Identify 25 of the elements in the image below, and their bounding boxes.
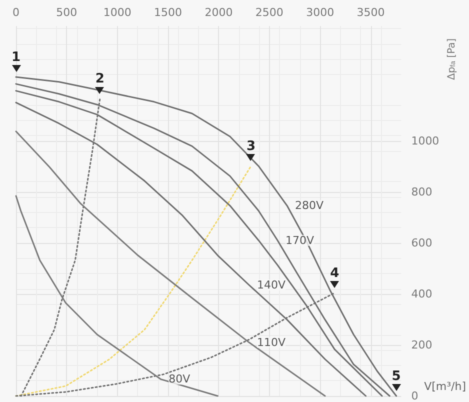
annotation: 4	[330, 266, 340, 281]
x-axis-title: V[m³/h]	[424, 380, 466, 393]
x-tick-label: 2500	[255, 6, 284, 19]
y-tick-label: 800	[411, 185, 432, 198]
x-tick-label: 1500	[154, 6, 182, 19]
y-tick-label: 0	[411, 390, 418, 402]
x-tick-label: 1000	[103, 6, 132, 19]
annotation: 5	[392, 369, 401, 384]
annotation: 2	[95, 72, 104, 87]
x-tick-label: 3000	[306, 6, 334, 19]
annotation: 3	[246, 139, 256, 154]
y-tick-label: 1000	[411, 134, 440, 148]
x-tick-label: 3500	[356, 6, 385, 19]
series-label: 140V	[257, 278, 286, 292]
series-label: 170V	[286, 234, 315, 247]
x-tick-label: 0	[12, 6, 20, 19]
series-label: 280V	[295, 199, 324, 212]
x-tick-label: 500	[56, 6, 78, 19]
x-tick-label: 2000	[204, 6, 233, 19]
y-tick-label: 200	[411, 338, 432, 352]
y-tick-label: 600	[411, 236, 432, 250]
series-label: 110V	[257, 336, 286, 349]
series-label: 80V	[168, 372, 191, 386]
annotation: 1	[11, 50, 21, 66]
y-tick-label: 400	[411, 287, 432, 300]
